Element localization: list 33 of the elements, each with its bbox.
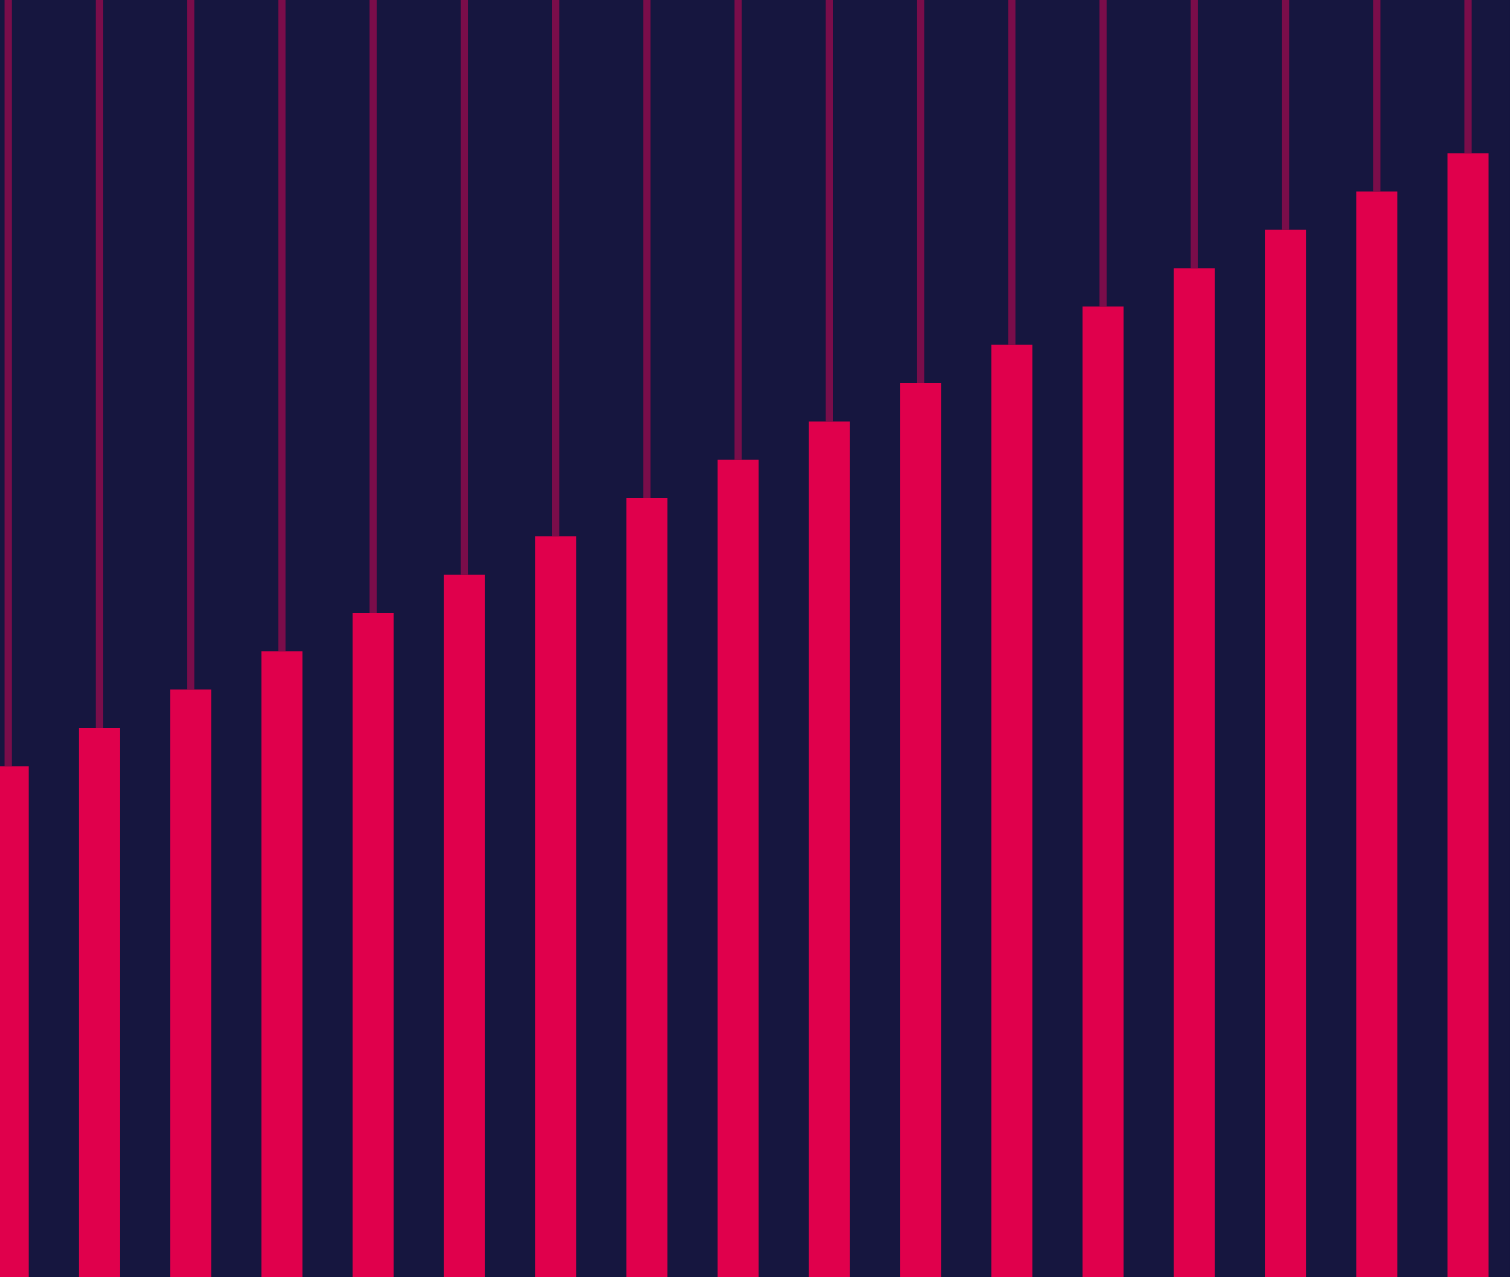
bar <box>1464 0 1472 154</box>
bar <box>1265 229 1307 1277</box>
bar <box>1447 153 1489 1277</box>
bar <box>1099 0 1107 307</box>
bar <box>1190 0 1198 269</box>
bar <box>261 651 303 1277</box>
bar <box>4 0 12 767</box>
bar <box>808 421 850 1277</box>
bar <box>1173 268 1215 1277</box>
bar <box>187 0 195 690</box>
bar <box>443 574 485 1277</box>
bar <box>1008 0 1016 345</box>
bar <box>1281 0 1290 230</box>
bar <box>734 0 742 460</box>
bar <box>916 0 925 384</box>
bar <box>551 0 560 537</box>
bar <box>1373 0 1381 192</box>
bar <box>1356 191 1398 1277</box>
bar <box>643 0 651 499</box>
bar <box>352 612 394 1277</box>
bar <box>170 689 212 1277</box>
bar <box>95 0 104 728</box>
bar <box>825 0 834 422</box>
bar <box>626 498 668 1277</box>
bar <box>1082 306 1124 1277</box>
bar <box>278 0 286 652</box>
bar <box>900 383 942 1277</box>
bar <box>717 459 759 1277</box>
bar <box>991 344 1033 1277</box>
bar <box>535 536 577 1277</box>
bar <box>460 0 469 575</box>
bar <box>78 727 120 1277</box>
bar <box>369 0 377 613</box>
